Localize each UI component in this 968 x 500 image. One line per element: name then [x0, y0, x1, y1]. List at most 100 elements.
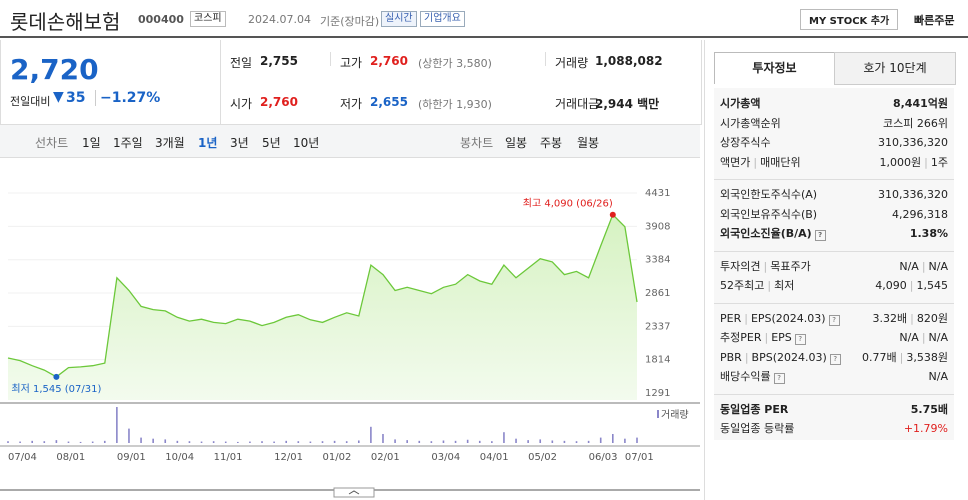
volume-bar — [188, 441, 191, 443]
info-row: 외국인한도주식수(A) 310,336,320 — [720, 186, 948, 204]
y-tick-label: 1814 — [645, 355, 670, 366]
legend-label: 거래량 — [661, 409, 689, 421]
help-icon[interactable]: ? — [814, 230, 826, 241]
realtime[interactable]: 실시간 — [381, 11, 417, 27]
separator: | — [744, 350, 749, 364]
info-value: 4,296,318 — [892, 206, 948, 224]
candle-tab[interactable]: 월봉 — [577, 136, 600, 150]
period-tab[interactable]: 1년 — [198, 136, 218, 150]
value-part: 820원 — [916, 311, 948, 325]
info-row: 투자의견 | 목표주가 N/A | N/A — [720, 258, 948, 276]
min-label: 최저 1,545 (07/31) — [11, 383, 101, 395]
volume-bar — [563, 440, 566, 443]
help-icon[interactable]: ? — [773, 373, 785, 384]
value-part: N/A — [899, 331, 919, 344]
x-tick-label: 09/01 — [117, 452, 146, 463]
value-part: 3,538원 — [906, 350, 948, 364]
value-part: 1.38% — [909, 227, 948, 240]
quick-order[interactable]: 빠른주문 — [914, 14, 955, 27]
info-label: 동일업종 PER — [720, 403, 788, 416]
volume-bar — [7, 441, 9, 443]
separator: | — [899, 350, 904, 364]
period-tab[interactable]: 3년 — [230, 136, 249, 150]
tab-label: 선차트 — [35, 136, 69, 150]
stock-code: 000400 — [138, 13, 184, 26]
volume-bar — [321, 441, 324, 443]
help-icon[interactable]: ? — [828, 314, 840, 326]
divider — [714, 250, 954, 252]
period-tab[interactable]: 1일 — [82, 136, 101, 150]
volume-bar — [478, 440, 481, 443]
side-tab[interactable]: 호가 10단계 — [834, 52, 956, 85]
divider — [714, 302, 954, 304]
volume-bar — [200, 441, 203, 443]
summary-label: 저가 — [340, 97, 363, 111]
volume-bar — [237, 441, 239, 443]
market: 코스피 — [190, 11, 226, 27]
value-part: 3.32배 — [872, 311, 908, 325]
chart-tabs — [0, 125, 700, 158]
volume-bar — [394, 439, 396, 443]
label-part: BPS(2024.03) — [751, 350, 827, 364]
period-tab[interactable]: 1주일 — [113, 136, 143, 150]
my-stock-button[interactable]: MY STOCK 추가 — [800, 9, 899, 30]
separator: | — [744, 311, 748, 325]
period-tab[interactable]: 10년 — [293, 136, 320, 150]
value-part: N/A — [928, 370, 948, 383]
x-tick-label: 10/04 — [165, 452, 194, 463]
label-part: 외국인보유주식수(B) — [720, 207, 818, 221]
volume-bar — [527, 440, 529, 443]
info-value: 1.38% — [910, 225, 948, 243]
info-value: 3.32배 | 820원 — [873, 310, 948, 328]
candle-tab[interactable]: 주봉 — [540, 136, 563, 150]
info-row: 52주최고 | 최저 4,090 | 1,545 — [720, 277, 948, 295]
label-part: 목표주가 — [770, 259, 811, 273]
x-tick-label: 08/01 — [56, 452, 85, 463]
side-tab[interactable]: 투자정보 — [714, 52, 835, 84]
info-row: 동일업종 PER 5.75배 — [720, 401, 948, 419]
separator: | — [763, 259, 768, 273]
info-value: 310,336,320 — [878, 186, 948, 204]
y-tick-label: 4431 — [645, 188, 670, 199]
volume-bar — [466, 439, 469, 443]
info-value: 코스피 266위 — [883, 115, 948, 133]
info-value: N/A | N/A — [899, 329, 948, 347]
volume-bar — [249, 441, 251, 443]
volume-bar — [164, 439, 167, 443]
company-info[interactable]: 기업개요 — [420, 11, 465, 27]
collapse-button[interactable] — [333, 487, 375, 498]
info-row: 동일업종 등락률 +1.79% — [720, 420, 948, 438]
label-part: 동일업종 등락률 — [720, 422, 795, 435]
x-tick-label: 04/01 — [480, 452, 509, 463]
volume-bar — [370, 426, 372, 443]
volume-bar — [212, 441, 215, 443]
value-part: 310,336,320 — [878, 188, 948, 201]
candle-tab[interactable]: 일봉 — [505, 136, 528, 150]
summary-extra: (하한가 1,930) — [418, 98, 492, 111]
volume-bar — [454, 440, 457, 443]
label-part: EPS — [771, 331, 792, 344]
help-icon[interactable]: ? — [829, 353, 841, 365]
label-part: 투자의견 — [720, 259, 761, 273]
volume-bar — [19, 441, 21, 443]
period-tab[interactable]: 5년 — [262, 136, 281, 150]
info-value: 1,000원 | 1주 — [880, 154, 948, 172]
summary-value: 2,760 — [260, 95, 298, 109]
volume-bar — [273, 441, 275, 443]
summary-value: 2,760 — [370, 54, 408, 68]
summary-label: 시가 — [230, 97, 253, 111]
volume-bar — [31, 440, 33, 443]
value-part: 5.75배 — [910, 402, 948, 416]
info-label: 외국인소진율(B/A)? — [720, 227, 826, 241]
value-part: N/A — [928, 331, 948, 344]
min-point — [53, 373, 60, 380]
volume-bar — [418, 440, 421, 443]
divider — [714, 179, 954, 180]
x-tick-label: 06/03 — [589, 452, 618, 463]
change-arrow: ▼ — [53, 89, 64, 105]
volume-bar — [91, 441, 94, 443]
period-tab[interactable]: 3개월 — [155, 136, 185, 150]
info-value: 0.77배 | 3,538원 — [862, 349, 948, 367]
help-icon[interactable]: ? — [794, 334, 806, 345]
x-tick-label: 07/01 — [625, 452, 654, 463]
